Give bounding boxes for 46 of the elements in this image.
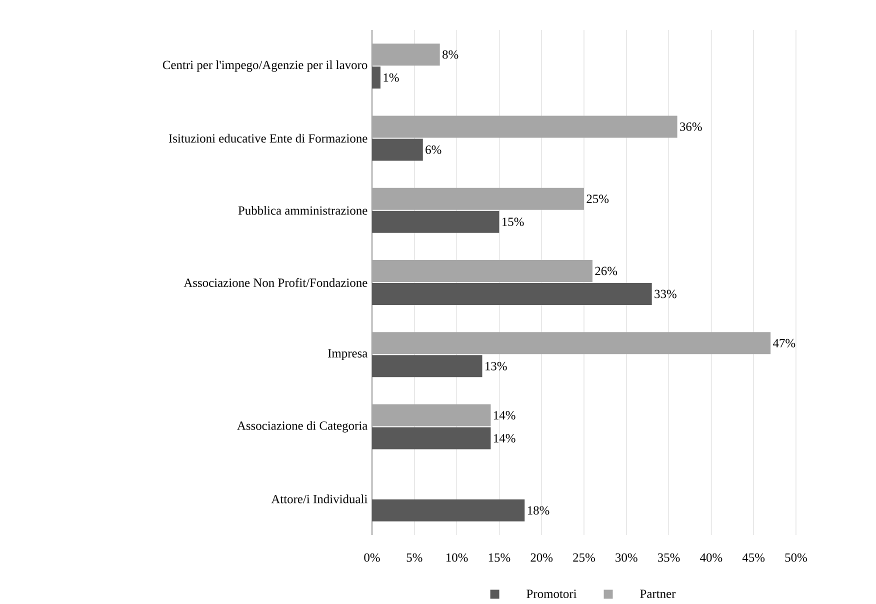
y-tick-label: Impresa bbox=[328, 349, 368, 360]
bar bbox=[372, 138, 423, 161]
y-tick-label: Isituzioni educative Ente di Formazione bbox=[168, 134, 368, 143]
bar bbox=[372, 44, 440, 66]
x-tick-label: 30% bbox=[616, 553, 638, 562]
data-label: 8% bbox=[442, 50, 458, 59]
data-label: 36% bbox=[680, 122, 702, 132]
x-tick-label: 5% bbox=[406, 553, 422, 562]
x-tick-label: 10% bbox=[446, 553, 468, 562]
data-label: 26% bbox=[595, 266, 618, 276]
x-tick-label: 45% bbox=[742, 553, 765, 562]
x-tick-label: 0% bbox=[364, 553, 380, 562]
data-label: 14% bbox=[494, 434, 516, 443]
bar bbox=[372, 260, 592, 282]
legend-label: Promotori bbox=[526, 590, 577, 598]
bar bbox=[372, 283, 652, 306]
bar bbox=[372, 188, 584, 210]
data-label: 33% bbox=[654, 290, 676, 298]
data-label: 14% bbox=[494, 411, 516, 420]
x-tick-label: 15% bbox=[488, 553, 510, 562]
bar bbox=[372, 116, 678, 138]
data-label: 6% bbox=[426, 146, 442, 154]
bar bbox=[372, 210, 500, 233]
data-label: 1% bbox=[384, 73, 399, 82]
data-label: 13% bbox=[486, 362, 507, 370]
x-tick-label: 50% bbox=[785, 553, 807, 562]
data-label: 15% bbox=[502, 218, 524, 226]
y-tick-label: Pubblica amministrazione bbox=[238, 206, 368, 215]
bar bbox=[372, 404, 491, 426]
bar bbox=[372, 427, 491, 450]
bar bbox=[372, 500, 525, 522]
y-tick-label: Attore/i Individuali bbox=[271, 494, 368, 504]
y-tick-label: Associazione Non Profit/Fondazione bbox=[184, 278, 368, 288]
bar bbox=[372, 332, 771, 354]
y-tick-label: Associazione di Categoria bbox=[237, 421, 368, 433]
legend-label: Partner bbox=[640, 590, 676, 598]
x-tick-label: 40% bbox=[700, 553, 722, 562]
y-tick-label: Centri per l'impego/Agenzie per il lavoro bbox=[162, 60, 368, 72]
bar bbox=[372, 355, 482, 378]
x-tick-label: 25% bbox=[573, 553, 595, 562]
x-tick-label: 35% bbox=[658, 553, 680, 562]
data-label: 47% bbox=[773, 339, 796, 348]
bar bbox=[372, 66, 380, 89]
data-label: 18% bbox=[528, 506, 550, 515]
data-label: 25% bbox=[586, 194, 609, 204]
x-tick-label: 20% bbox=[530, 553, 553, 562]
